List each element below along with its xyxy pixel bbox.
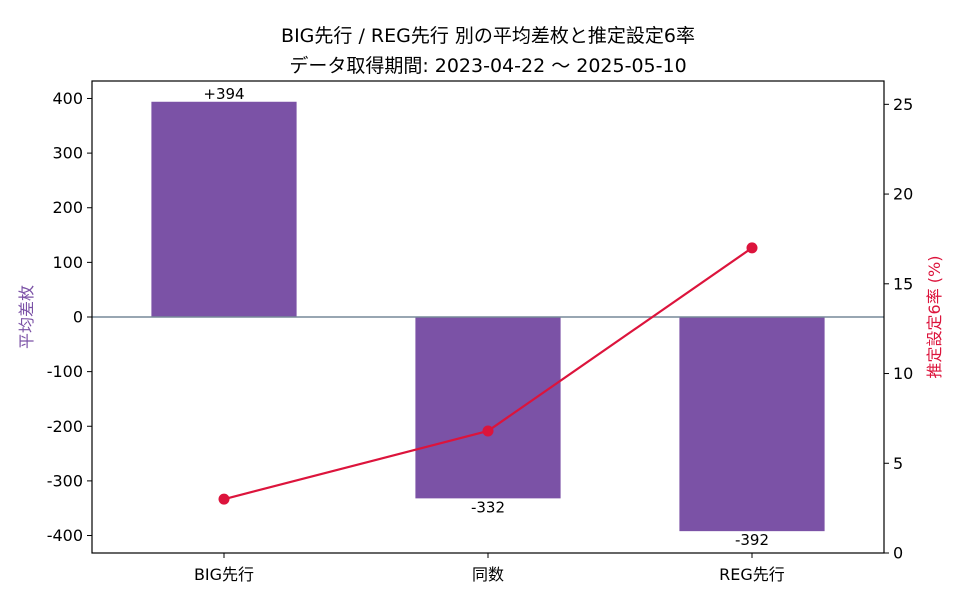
x-axis-ticks: BIG先行 同数 REG先行 — [194, 553, 785, 584]
left-tick-label-2: 200 — [52, 198, 83, 217]
left-tick-label-0: 400 — [52, 89, 83, 108]
data-labels: +394 -332 -392 — [203, 85, 769, 549]
bar-value-label-2: -392 — [735, 531, 769, 549]
bar-1 — [415, 317, 561, 499]
right-tick-label-4: 20 — [893, 185, 913, 204]
left-tick-label-6: -200 — [47, 417, 83, 436]
x-tick-label-1: 同数 — [472, 565, 504, 584]
left-axis-ticks: 400 300 200 100 0 -100 -200 -300 -400 — [47, 89, 92, 545]
rate-line-series — [218, 242, 758, 505]
x-tick-label-2: REG先行 — [719, 565, 785, 584]
left-tick-label-4: 0 — [73, 308, 83, 327]
rate-point-1 — [482, 425, 494, 437]
bar-value-label-0: +394 — [203, 85, 244, 103]
right-tick-label-0: 0 — [893, 544, 903, 563]
right-tick-label-3: 15 — [893, 274, 913, 293]
rate-point-2 — [746, 242, 758, 254]
right-tick-label-1: 5 — [893, 454, 903, 473]
left-tick-label-7: -300 — [47, 471, 83, 490]
left-tick-label-3: 100 — [52, 253, 83, 272]
right-tick-label-2: 10 — [893, 364, 913, 383]
right-axis-ticks: 0 5 10 15 20 25 — [884, 95, 913, 563]
left-tick-label-5: -100 — [47, 362, 83, 381]
right-axis-label: 推定設定6率 (%) — [925, 256, 944, 379]
left-axis-label: 平均差枚 — [17, 285, 36, 349]
chart-title: BIG先行 / REG先行 別の平均差枚と推定設定6率 — [281, 25, 695, 47]
bar-series — [151, 101, 825, 532]
bar-value-label-1: -332 — [471, 498, 505, 516]
left-tick-label-1: 300 — [52, 144, 83, 163]
chart-subtitle: データ取得期間: 2023-04-22 〜 2025-05-10 — [289, 55, 686, 77]
bar-0 — [151, 101, 297, 317]
left-tick-label-8: -400 — [47, 526, 83, 545]
right-tick-label-5: 25 — [893, 95, 913, 114]
rate-point-0 — [218, 493, 230, 505]
x-tick-label-0: BIG先行 — [194, 565, 254, 584]
bar-2 — [679, 317, 825, 532]
